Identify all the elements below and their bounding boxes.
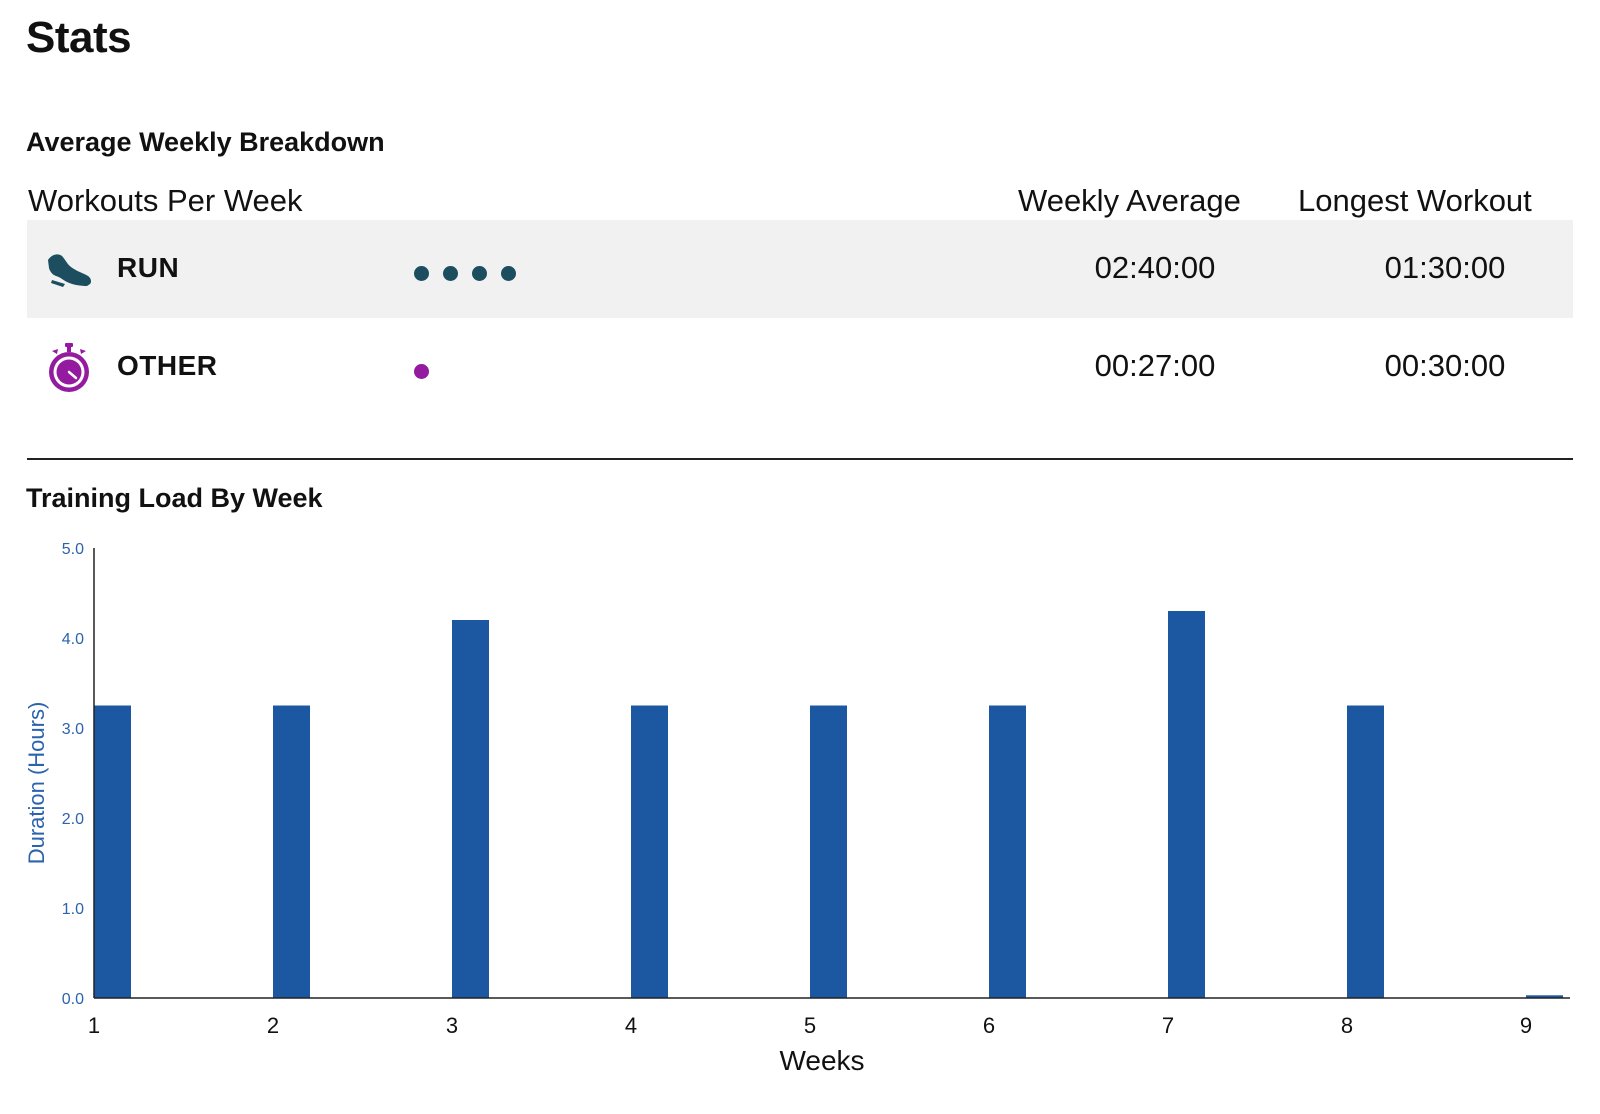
- x-tick-label: 9: [1520, 1013, 1532, 1038]
- workouts-per-week-dots: [414, 220, 516, 318]
- chart-bar: [810, 705, 847, 998]
- chart-bar: [94, 705, 131, 998]
- workout-type-label: RUN: [117, 252, 180, 283]
- breakdown-section-title: Average Weekly Breakdown: [26, 127, 385, 157]
- section-divider: [27, 458, 1573, 460]
- page-title: Stats: [26, 13, 132, 62]
- y-axis-title: Duration (Hours): [24, 702, 49, 865]
- x-tick-label: 2: [267, 1013, 279, 1038]
- weekly-average-value: 00:27:00: [1094, 348, 1216, 383]
- y-tick-label: 5.0: [62, 541, 84, 558]
- weekly-average-value: 02:40:00: [1094, 250, 1216, 285]
- workout-type-label: OTHER: [117, 350, 218, 381]
- y-tick-label: 4.0: [62, 631, 84, 648]
- chart-bar: [1347, 705, 1384, 998]
- training-section-title: Training Load By Week: [26, 483, 323, 513]
- chart-bar: [631, 705, 668, 998]
- workout-row-other: OTHER 00:27:00 00:30:00: [27, 318, 1573, 416]
- workout-dot: [414, 363, 429, 379]
- x-tick-label: 6: [983, 1013, 995, 1038]
- x-axis-title: Weeks: [779, 1045, 864, 1076]
- chart-bar: [1526, 995, 1563, 998]
- x-tick-label: 3: [446, 1013, 458, 1038]
- longest-workout-value: 01:30:00: [1384, 250, 1506, 285]
- training-load-chart: 0.0 1.0 2.0 3.0 4.0 5.0 1 2 3 4 5 6 7 8 9 Weeks Duration…: [24, 541, 1570, 1076]
- y-tick-label: 2.0: [62, 811, 84, 828]
- x-tick-label: 4: [625, 1013, 637, 1038]
- x-tick-label: 5: [804, 1013, 816, 1038]
- weekly-average-header: Weekly Average: [1018, 183, 1241, 218]
- running-shoe-icon: [43, 244, 95, 296]
- stopwatch-icon: [43, 342, 95, 394]
- workout-dot: [414, 265, 429, 281]
- longest-workout-header: Longest Workout: [1298, 183, 1532, 218]
- workouts-per-week-dots: [414, 318, 429, 416]
- x-tick-label: 1: [88, 1013, 100, 1038]
- x-tick-label: 7: [1162, 1013, 1174, 1038]
- chart-bar: [1168, 611, 1205, 998]
- workout-dot: [501, 265, 516, 281]
- y-tick-label: 3.0: [62, 721, 84, 738]
- chart-bar: [273, 705, 310, 998]
- workouts-per-week-header: Workouts Per Week: [28, 183, 303, 218]
- workout-dot: [443, 265, 458, 281]
- x-tick-label: 8: [1341, 1013, 1353, 1038]
- chart-bar: [452, 620, 489, 998]
- y-tick-label: 0.0: [62, 991, 84, 1008]
- longest-workout-value: 00:30:00: [1384, 348, 1506, 383]
- y-tick-label: 1.0: [62, 901, 84, 918]
- workout-row-run: RUN 02:40:00 01:30:00: [27, 220, 1573, 318]
- chart-bar: [989, 705, 1026, 998]
- workout-dot: [472, 265, 487, 281]
